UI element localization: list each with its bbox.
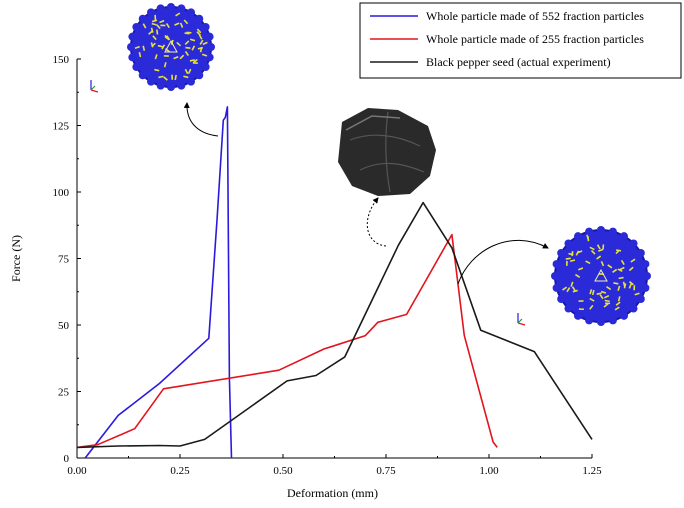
x-tick-label: 0.25 (170, 465, 190, 477)
legend: Whole particle made of 552 fraction part… (359, 2, 682, 79)
x-tick-label: 0.00 (67, 465, 87, 477)
series-layer (76, 106, 593, 459)
y-tick-label: 125 (53, 121, 70, 133)
axes: 0.00 0.25 0.50 0.75 1.00 1.25 0 25 50 75 100 125 150… (9, 54, 602, 500)
series-line-3 (76, 201, 593, 449)
legend-entry: Whole particle made of 255 fraction part… (426, 32, 644, 46)
legend-entry: Whole particle made of 552 fraction part… (426, 9, 644, 23)
y-tick-label: 50 (58, 320, 70, 332)
x-tick-label: 0.50 (273, 465, 293, 477)
x-axis-title: Deformation (mm) (287, 486, 378, 500)
series-line-1 (84, 106, 233, 459)
particle-552-render-icon (127, 3, 215, 91)
decor-layer (90, 3, 651, 326)
y-tick-label: 0 (64, 453, 70, 465)
particle-255-render-icon (551, 226, 651, 326)
pepper-seed-photo-icon (338, 108, 436, 196)
x-tick-label: 1.00 (479, 465, 499, 477)
axis-triad-icon (90, 80, 99, 93)
y-tick-label: 75 (58, 254, 70, 266)
arrow-to-pepper-photo (366, 197, 387, 247)
series-line-2 (76, 233, 498, 449)
y-axis-title: Force (N) (9, 235, 23, 282)
legend-entry: Black pepper seed (actual experiment) (426, 55, 611, 69)
axis-triad-icon (517, 313, 526, 326)
y-tick-label: 25 (58, 387, 70, 399)
x-tick-label: 0.75 (376, 465, 396, 477)
y-tick-label: 100 (53, 187, 70, 199)
arrow-to-255-render (457, 239, 549, 285)
x-tick-label: 1.25 (582, 465, 602, 477)
y-tick-label: 150 (53, 54, 70, 66)
arrow-to-552-render (183, 102, 219, 137)
